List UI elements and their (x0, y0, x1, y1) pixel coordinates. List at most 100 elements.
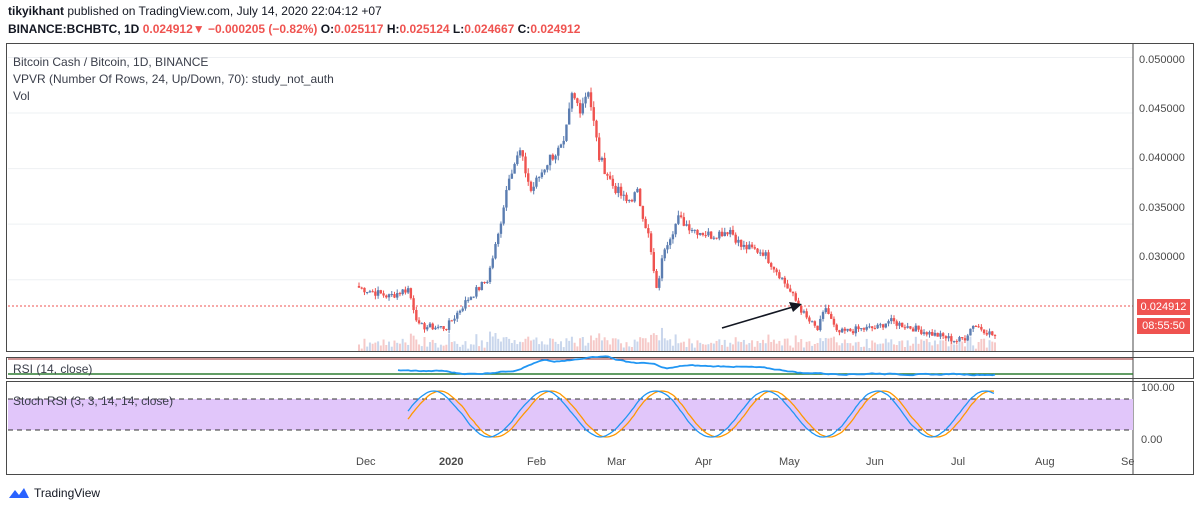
candle-body (658, 278, 661, 288)
volume-bar (418, 344, 421, 351)
volume-bar (988, 340, 991, 351)
candle-body (693, 229, 696, 231)
candle-body (557, 147, 560, 156)
volume-bar (944, 341, 947, 351)
low-value: 0.024667 (464, 22, 515, 36)
candle-body (941, 333, 945, 337)
annotation-arrow[interactable] (721, 302, 802, 329)
candle-body (696, 229, 699, 235)
volume-bar (633, 339, 636, 351)
candle-body (748, 244, 751, 250)
x-tick: Se (1121, 456, 1135, 468)
volume-bar (827, 338, 830, 351)
volume-bar (721, 344, 724, 351)
volume-bar (573, 342, 576, 351)
candle-body (789, 288, 792, 292)
volume-bar (969, 336, 972, 351)
volume-bar (606, 340, 609, 351)
volume-bar (538, 344, 541, 351)
volume-bar (532, 339, 535, 351)
volume-bar (955, 344, 958, 351)
candle-body (947, 336, 950, 339)
candle-body (379, 290, 383, 294)
volume-bar (895, 344, 898, 351)
last-price: 0.024912 (142, 22, 193, 36)
x-tick: Dec (356, 456, 376, 468)
candle-body (374, 291, 377, 296)
candle-body (985, 333, 989, 335)
volume-bar (644, 338, 647, 351)
open-value: 0.025117 (334, 22, 384, 36)
stoch-panel[interactable] (6, 381, 1194, 475)
candle-body (524, 156, 527, 174)
volume-bar (797, 342, 800, 351)
rsi-legend[interactable]: RSI (14, close) (13, 362, 93, 376)
candle-body (914, 325, 918, 332)
stoch-d-line (407, 390, 995, 438)
candle-body (802, 311, 806, 313)
candle-body (488, 267, 492, 282)
volume-bar (568, 340, 571, 351)
candle-body (638, 188, 642, 207)
candle-body (551, 154, 555, 160)
candle-body (431, 323, 434, 330)
candle-body (363, 287, 366, 293)
volume-bar (377, 341, 380, 351)
volume-bar (666, 340, 669, 351)
price-tick: 0.050000 (1139, 54, 1185, 66)
candle-body (486, 281, 489, 283)
candle-body (756, 248, 759, 253)
author-name[interactable]: tikyikhant (8, 4, 65, 18)
candle-body (502, 207, 505, 224)
volume-bar (499, 341, 502, 351)
volume-bar (751, 340, 754, 351)
volume-bar (805, 341, 808, 351)
volume-bar (464, 341, 467, 351)
volume-bar (699, 342, 702, 351)
candle-body (813, 321, 817, 326)
candle-body (849, 328, 852, 332)
candle-body (832, 318, 836, 325)
volume-bar (360, 348, 363, 351)
candle-body (595, 120, 598, 138)
tradingview-brand[interactable]: TradingView (8, 486, 100, 500)
volume-bar (912, 343, 915, 351)
volume-bar (925, 339, 928, 351)
volume-bar (475, 334, 478, 351)
volume-bar (846, 343, 849, 351)
candle-body (977, 326, 980, 328)
volume-bar (737, 341, 740, 351)
volume-bar (502, 337, 505, 351)
volume-bar (887, 342, 890, 351)
vol-legend[interactable]: Vol (13, 89, 30, 103)
candle-body (393, 294, 396, 298)
candle-body (516, 155, 519, 165)
vpvr-legend[interactable]: VPVR (Number Of Rows, 24, Up/Down, 70): … (13, 72, 334, 86)
volume-bar (374, 342, 377, 351)
volume-bar (625, 342, 628, 351)
candle-body (570, 93, 574, 109)
candle-body (608, 175, 612, 179)
candle-body (412, 298, 415, 311)
candle-body (699, 232, 702, 235)
chart-title-legend[interactable]: Bitcoin Cash / Bitcoin, 1D, BINANCE (13, 55, 209, 69)
main-chart-panel[interactable] (6, 43, 1194, 352)
candle-body (876, 324, 879, 329)
volume-bar (759, 343, 762, 351)
volume-bar (808, 341, 811, 351)
candle-body (663, 249, 666, 259)
candle-body (505, 189, 508, 208)
volume-bar (726, 346, 729, 351)
volume-bar (813, 343, 816, 351)
candle-body (360, 287, 363, 289)
candle-body (510, 173, 514, 179)
high-value: 0.025124 (399, 22, 450, 36)
candle-body (434, 327, 437, 330)
volume-bar (931, 345, 934, 351)
stoch-legend[interactable]: Stoch RSI (3, 3, 14, 14, close) (13, 394, 174, 408)
volume-bar (401, 338, 404, 351)
volume-bar (710, 342, 713, 351)
candle-body (682, 217, 686, 226)
volume-bar (445, 344, 448, 351)
